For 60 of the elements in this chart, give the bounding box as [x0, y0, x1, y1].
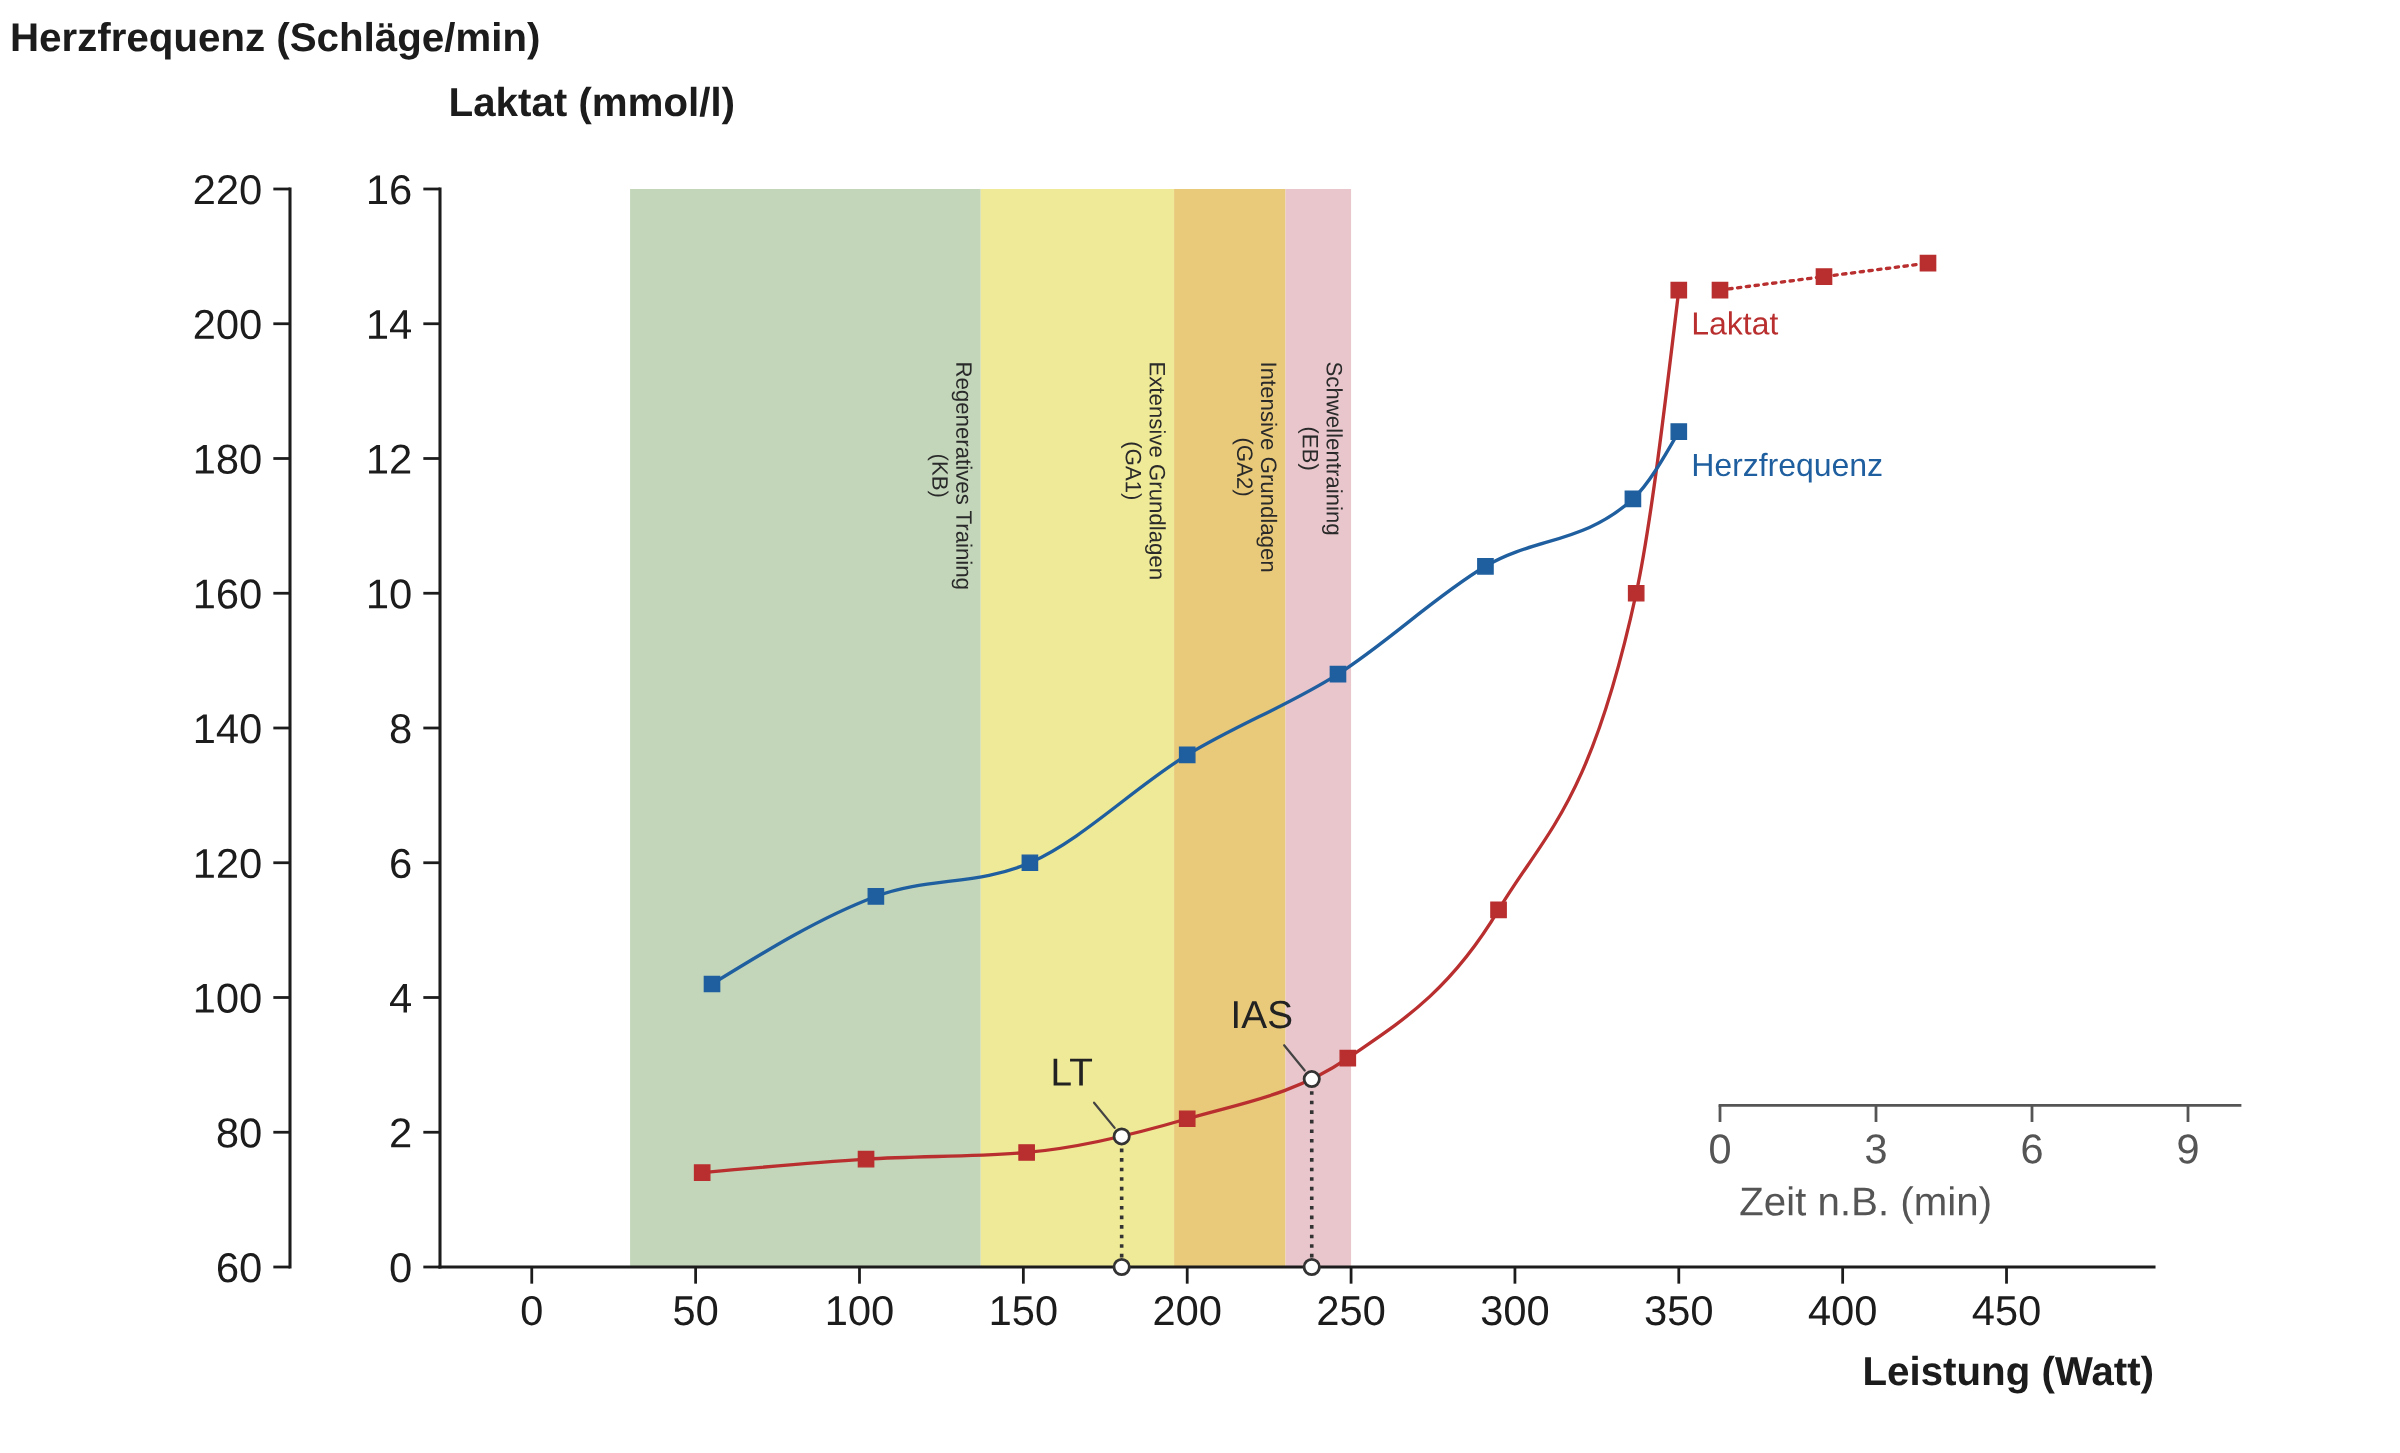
y-tick-label: 4: [390, 983, 411, 1013]
y2-tick-label: 100: [195, 983, 261, 1014]
y-tick-label: 0: [390, 1253, 411, 1283]
point: [1670, 281, 1688, 299]
band-label: Intensive Grundlagen (GA2): [1232, 363, 1278, 572]
x-tick-label: 100: [827, 1295, 893, 1326]
x2-axis-title: Zeit n.B. (min): [1740, 1186, 1990, 1224]
y2-axis-title: Herzfrequenz (Schläge/min): [12, 21, 539, 60]
x2-tick-label: 9: [2178, 1134, 2198, 1164]
x-tick-label: 450: [1972, 1295, 2040, 1326]
point: [703, 975, 721, 993]
y2-tick-label: 120: [195, 848, 261, 879]
x-tick-label: 300: [1481, 1295, 1549, 1326]
x2-tick-label: 0: [1710, 1134, 1730, 1164]
x-tick-label: 150: [991, 1295, 1057, 1326]
y2-tick-label: 140: [195, 714, 261, 744]
y-tick-label: 12: [369, 444, 411, 474]
band-label: Schwellentraining (EB): [1298, 362, 1343, 535]
point: [857, 1150, 875, 1168]
band-label: Extensive Grundlagen (GA1): [1121, 363, 1166, 579]
y-tick-label: 6: [391, 848, 411, 879]
band-label: Regeneratives Training (KB): [927, 363, 973, 589]
point: [1178, 1110, 1196, 1128]
y2-tick-label: 180: [195, 444, 261, 475]
x2-tick-label: 6: [2022, 1134, 2042, 1164]
y-tick-label: 14: [369, 310, 412, 339]
y2-tick-label: 60: [218, 1253, 261, 1283]
point: [1178, 746, 1196, 764]
point: [1018, 1144, 1035, 1161]
series-label: Herzfrequenz: [1693, 452, 1882, 483]
x-tick-label: 400: [1808, 1295, 1876, 1326]
y-tick-label: 8: [390, 714, 411, 744]
y2-tick-label: 200: [194, 309, 261, 340]
point: [1490, 901, 1507, 919]
x2-tick-label: 3: [1866, 1134, 1886, 1164]
x-tick-label: 0: [521, 1295, 542, 1326]
y2-tick-label: 220: [194, 175, 261, 205]
point: [1021, 854, 1039, 872]
point: [867, 888, 885, 905]
point: [1627, 584, 1645, 602]
x-axis-title: Leistung (Watt): [1865, 1355, 2153, 1394]
ref-line-label: IAS: [1234, 1000, 1292, 1029]
y2-tick-label: 160: [195, 579, 261, 609]
point: [1477, 557, 1494, 575]
point: [1624, 490, 1642, 508]
x-tick-label: 50: [674, 1295, 718, 1326]
y-tick-label: 2: [391, 1118, 411, 1148]
series-label: Laktat: [1693, 311, 1779, 335]
ref-line-label: LT: [1053, 1058, 1093, 1086]
y2-tick-label: 80: [217, 1118, 261, 1148]
point: [693, 1164, 711, 1182]
x-tick-label: 200: [1154, 1295, 1221, 1326]
x-tick-label: 350: [1645, 1295, 1712, 1326]
x-tick-label: 250: [1318, 1295, 1385, 1326]
point: [1329, 665, 1347, 683]
point: [1670, 423, 1688, 440]
y-tick-label: 16: [369, 175, 411, 205]
y-tick-label: 10: [369, 579, 411, 609]
y-axis-title: Laktat (mmol/l): [451, 86, 734, 125]
point: [1339, 1049, 1357, 1067]
